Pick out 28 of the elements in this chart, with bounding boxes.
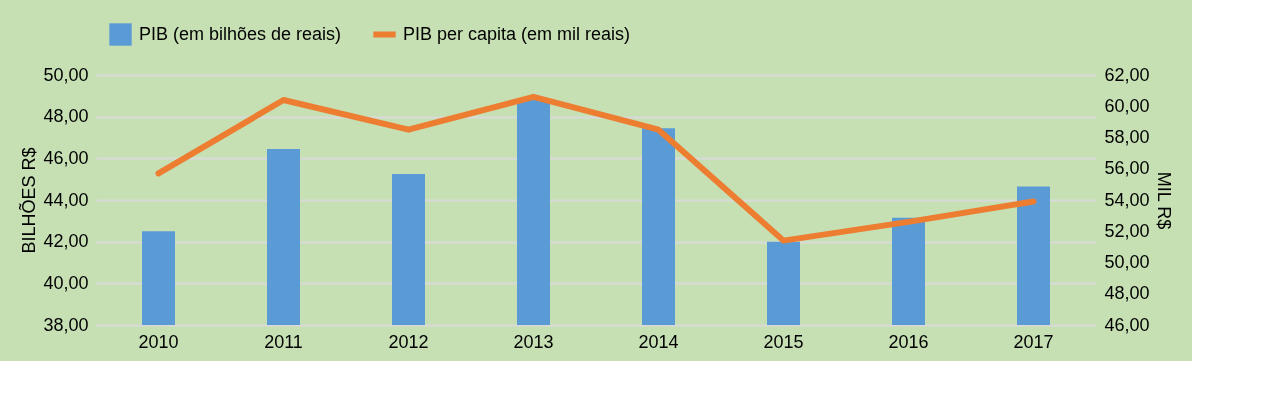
y-tick-label: 50,00 <box>43 64 89 85</box>
x-tick-label: 2012 <box>388 331 429 352</box>
x-tick-label: 2014 <box>638 331 679 352</box>
x-tick-label: 2017 <box>1013 331 1054 352</box>
y-tick-label: 48,00 <box>43 106 89 127</box>
x-tick-label: 2016 <box>888 331 929 352</box>
x-tick-label: 2011 <box>264 331 303 352</box>
y2-tick-label: 58,00 <box>1104 127 1150 147</box>
y2-tick-label: 52,00 <box>1104 220 1150 241</box>
legend-label: PIB per capita (em mil reais) <box>403 23 631 44</box>
x-tick-label: 2015 <box>763 331 804 352</box>
x-tick-label: 2013 <box>513 331 554 352</box>
y2-tick-label: 50,00 <box>1104 252 1150 272</box>
y2-axis-title: MIL R$ <box>1153 171 1174 230</box>
y2-tick-label: 46,00 <box>1104 314 1150 335</box>
y2-tick-label: 60,00 <box>1104 95 1150 116</box>
y2-tick-label: 48,00 <box>1104 283 1150 304</box>
y-axis-title: BILHÕES R$ <box>18 147 40 254</box>
legend-label: PIB (em bilhões de reais) <box>139 23 342 44</box>
y2-tick-label: 62,00 <box>1104 64 1150 85</box>
y-tick-label: 46,00 <box>43 147 89 168</box>
x-tick-label: 2010 <box>138 331 179 352</box>
y-tick-label: 38,00 <box>43 314 89 335</box>
y2-tick-label: 56,00 <box>1104 158 1150 179</box>
y-tick-label: 40,00 <box>43 272 89 293</box>
y-tick-label: 42,00 <box>43 231 89 252</box>
y2-tick-label: 54,00 <box>1104 189 1150 210</box>
y-tick-label: 44,00 <box>43 189 89 210</box>
